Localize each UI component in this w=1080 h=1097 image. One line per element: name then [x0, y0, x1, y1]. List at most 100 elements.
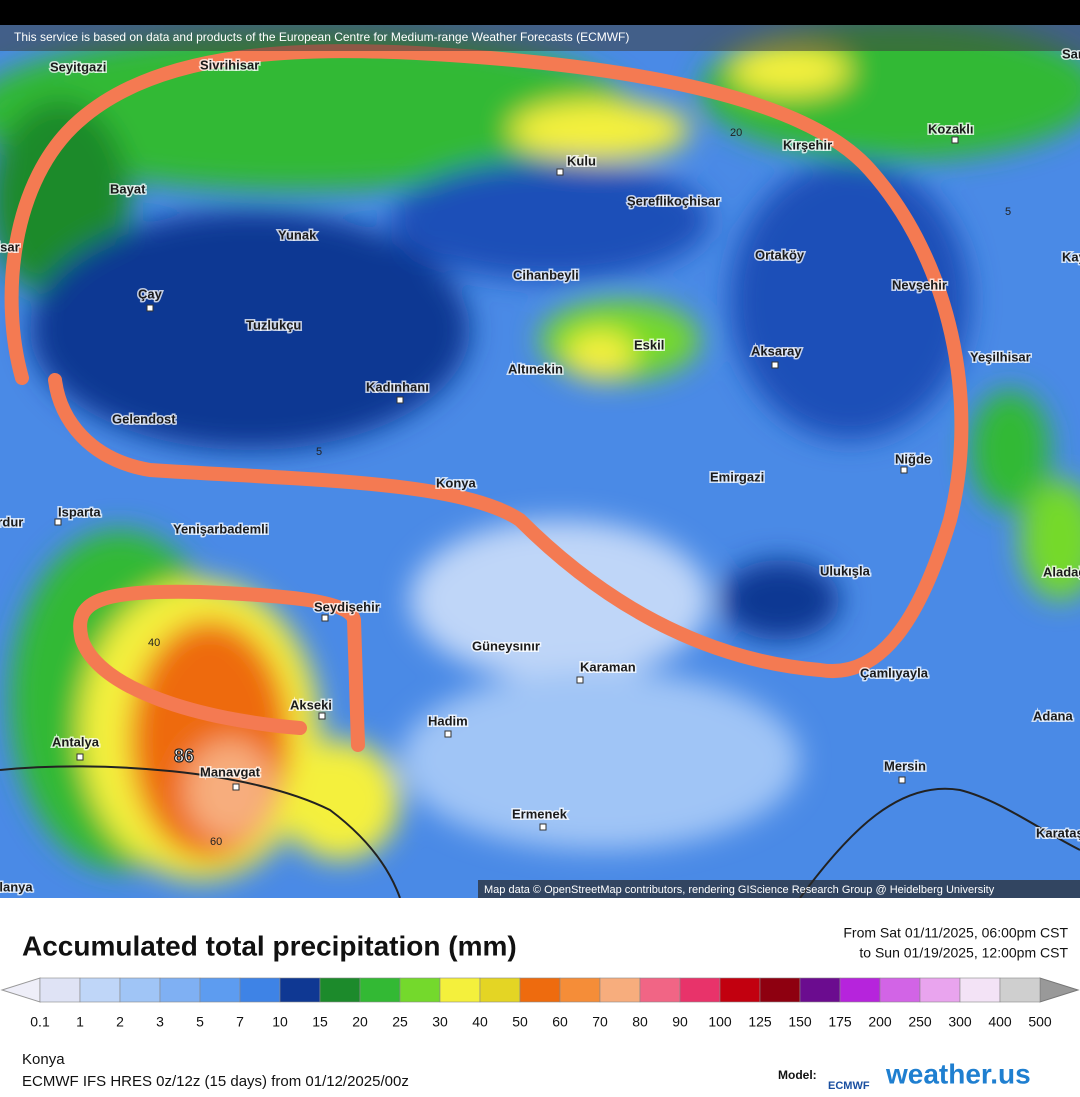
place-marker: [898, 776, 906, 784]
place-label: Mersin: [884, 758, 926, 773]
banner-bg: [0, 25, 1080, 51]
legend-swatch: [239, 977, 281, 1003]
place-marker: [318, 712, 326, 720]
legend-swatch: [839, 977, 881, 1003]
place-label: Yunak: [278, 227, 317, 242]
place-label: Akseki: [290, 697, 332, 712]
attribution: Map data © OpenStreetMap contributors, r…: [484, 884, 995, 896]
legend-swatch: [159, 977, 201, 1003]
place-label: Afyonkarahisar: [0, 239, 20, 254]
banner: This service is based on data and produc…: [14, 30, 629, 44]
place-label: Ulukışla: [820, 563, 871, 578]
legend-tick-label: 300: [948, 1014, 972, 1030]
place-label: Sivrihisar: [200, 57, 259, 72]
legend-tick-label: 5: [196, 1014, 204, 1030]
legend-tick-label: 20: [352, 1014, 368, 1030]
place-label: Seydişehir: [314, 599, 380, 614]
legend-tick-label: 0.1: [30, 1014, 50, 1030]
place-label: Karataş: [1036, 825, 1080, 840]
place-label: Çamlıyayla: [860, 665, 929, 680]
place-label: Yenişarbademli: [173, 521, 268, 536]
legend-swatch: [559, 977, 601, 1003]
legend-swatch: [359, 977, 401, 1003]
legend-tick-label: 80: [632, 1014, 648, 1030]
top-bar: [0, 0, 1080, 25]
legend-tick-label: 1: [76, 1014, 84, 1030]
place-marker: [76, 753, 84, 761]
annotation-loop: [4, 44, 969, 679]
legend-tick-label: 250: [908, 1014, 932, 1030]
legend-swatch: [439, 977, 481, 1003]
legend-swatch: [39, 977, 81, 1003]
place-label: Kulu: [567, 153, 596, 168]
place-label: Altınekin: [508, 361, 563, 376]
legend-tick-label: 70: [592, 1014, 608, 1030]
legend-swatch: [399, 977, 441, 1003]
contour-label: 5: [316, 446, 322, 458]
legend-swatch: [799, 977, 841, 1003]
place-label: Sarıkaya: [1062, 46, 1080, 61]
legend-swatch: [319, 977, 361, 1003]
legend-arrow: [1039, 977, 1080, 1003]
legend-tick-label: 10: [272, 1014, 288, 1030]
legend-tick-label: 125: [748, 1014, 772, 1030]
place-label: Cihanbeyli: [513, 267, 579, 282]
place-label: Alanya: [0, 879, 33, 894]
place-marker: [576, 676, 584, 684]
legend-tick-label: 15: [312, 1014, 328, 1030]
brand: weather.us: [885, 1058, 1031, 1089]
legend-swatch: [879, 977, 921, 1003]
legend-tick-label: 2: [116, 1014, 124, 1030]
model-name: ECMWF: [828, 1080, 870, 1092]
legend-swatch: [199, 977, 241, 1003]
place-label: Antalya: [52, 734, 100, 749]
place-label: Seyitgazi: [50, 59, 106, 74]
place-label: Yeşilhisar: [970, 349, 1031, 364]
model-run: ECMWF IFS HRES 0z/12z (15 days) from 01/…: [22, 1073, 409, 1090]
time-from: From Sat 01/11/2025, 06:00pm CST: [843, 925, 1068, 941]
place-label: Aksaray: [751, 343, 802, 358]
model-label: Model:: [778, 1068, 817, 1082]
legend-tick-label: 100: [708, 1014, 732, 1030]
place-marker: [900, 466, 908, 474]
legend-tick-label: 60: [552, 1014, 568, 1030]
legend-swatch: [519, 977, 561, 1003]
place-label: Gelendost: [112, 411, 176, 426]
legend-swatch: [599, 977, 641, 1003]
place-marker: [951, 136, 959, 144]
legend-tick-label: 200: [868, 1014, 892, 1030]
place-marker: [556, 168, 564, 176]
legend-swatch: [119, 977, 161, 1003]
place-marker: [444, 730, 452, 738]
legend-arrow: [0, 977, 41, 1003]
place-label: Niğde: [895, 451, 931, 466]
contour-label: 20: [730, 127, 742, 139]
legend-tick-label: 150: [788, 1014, 812, 1030]
place-marker: [232, 783, 240, 791]
contour-label: 40: [148, 637, 160, 649]
place-label: Güneysınır: [472, 638, 540, 653]
place-label: Eskil: [634, 337, 664, 352]
footer: Accumulated total precipitation (mm) Fro…: [0, 925, 1080, 1092]
legend-tick-label: 7: [236, 1014, 244, 1030]
legend-swatch: [279, 977, 321, 1003]
legend-tick-label: 3: [156, 1014, 164, 1030]
place-label: Ermenek: [512, 806, 568, 821]
place-label: Kayseri: [1062, 249, 1080, 264]
place-label: Çay: [138, 286, 163, 301]
place-marker: [396, 396, 404, 404]
place-marker: [539, 823, 547, 831]
legend-swatch: [959, 977, 1001, 1003]
place-label: Karaman: [580, 659, 636, 674]
place-marker: [146, 304, 154, 312]
attribution-bg: [478, 880, 1080, 898]
legend-swatch: [639, 977, 681, 1003]
precipitation-field: [0, 25, 1080, 898]
legend-tick-label: 400: [988, 1014, 1012, 1030]
legend-swatch: [79, 977, 121, 1003]
location: Konya: [22, 1051, 65, 1068]
place-marker: [771, 361, 779, 369]
legend-swatch: [679, 977, 721, 1003]
place-marker: [321, 614, 329, 622]
